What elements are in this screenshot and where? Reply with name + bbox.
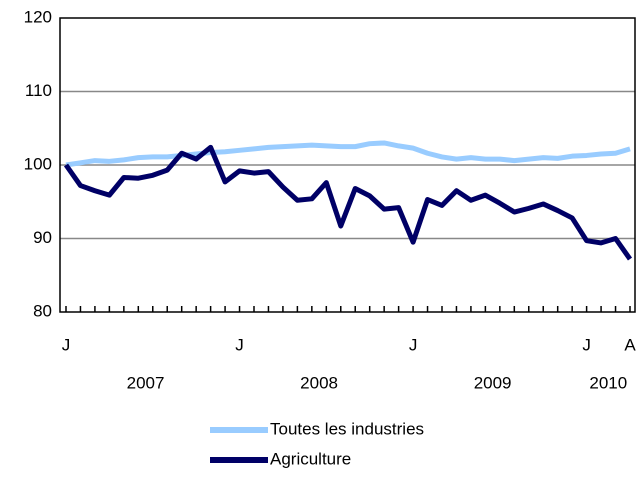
y-tick-label: 110 [25,81,52,100]
y-tick-label: 100 [24,154,52,173]
series-line [63,144,633,261]
y-tick-label: 90 [33,228,52,247]
x-tick-label: J [582,335,591,354]
y-tick-label: 80 [33,301,52,320]
x-tick-label: A [624,335,636,354]
legend-label: Toutes les industries [270,419,424,438]
legend-label: Agriculture [270,449,351,468]
series-line [65,140,631,168]
x-tick-label: J [235,335,244,354]
year-label: 2009 [474,373,512,392]
plot-frame [59,17,636,313]
year-label: 2008 [300,373,338,392]
x-tick-label: J [409,335,418,354]
x-tick-label: J [62,335,71,354]
year-label: 2007 [127,373,165,392]
year-label: 2010 [589,373,627,392]
y-tick-label: 120 [24,7,52,26]
